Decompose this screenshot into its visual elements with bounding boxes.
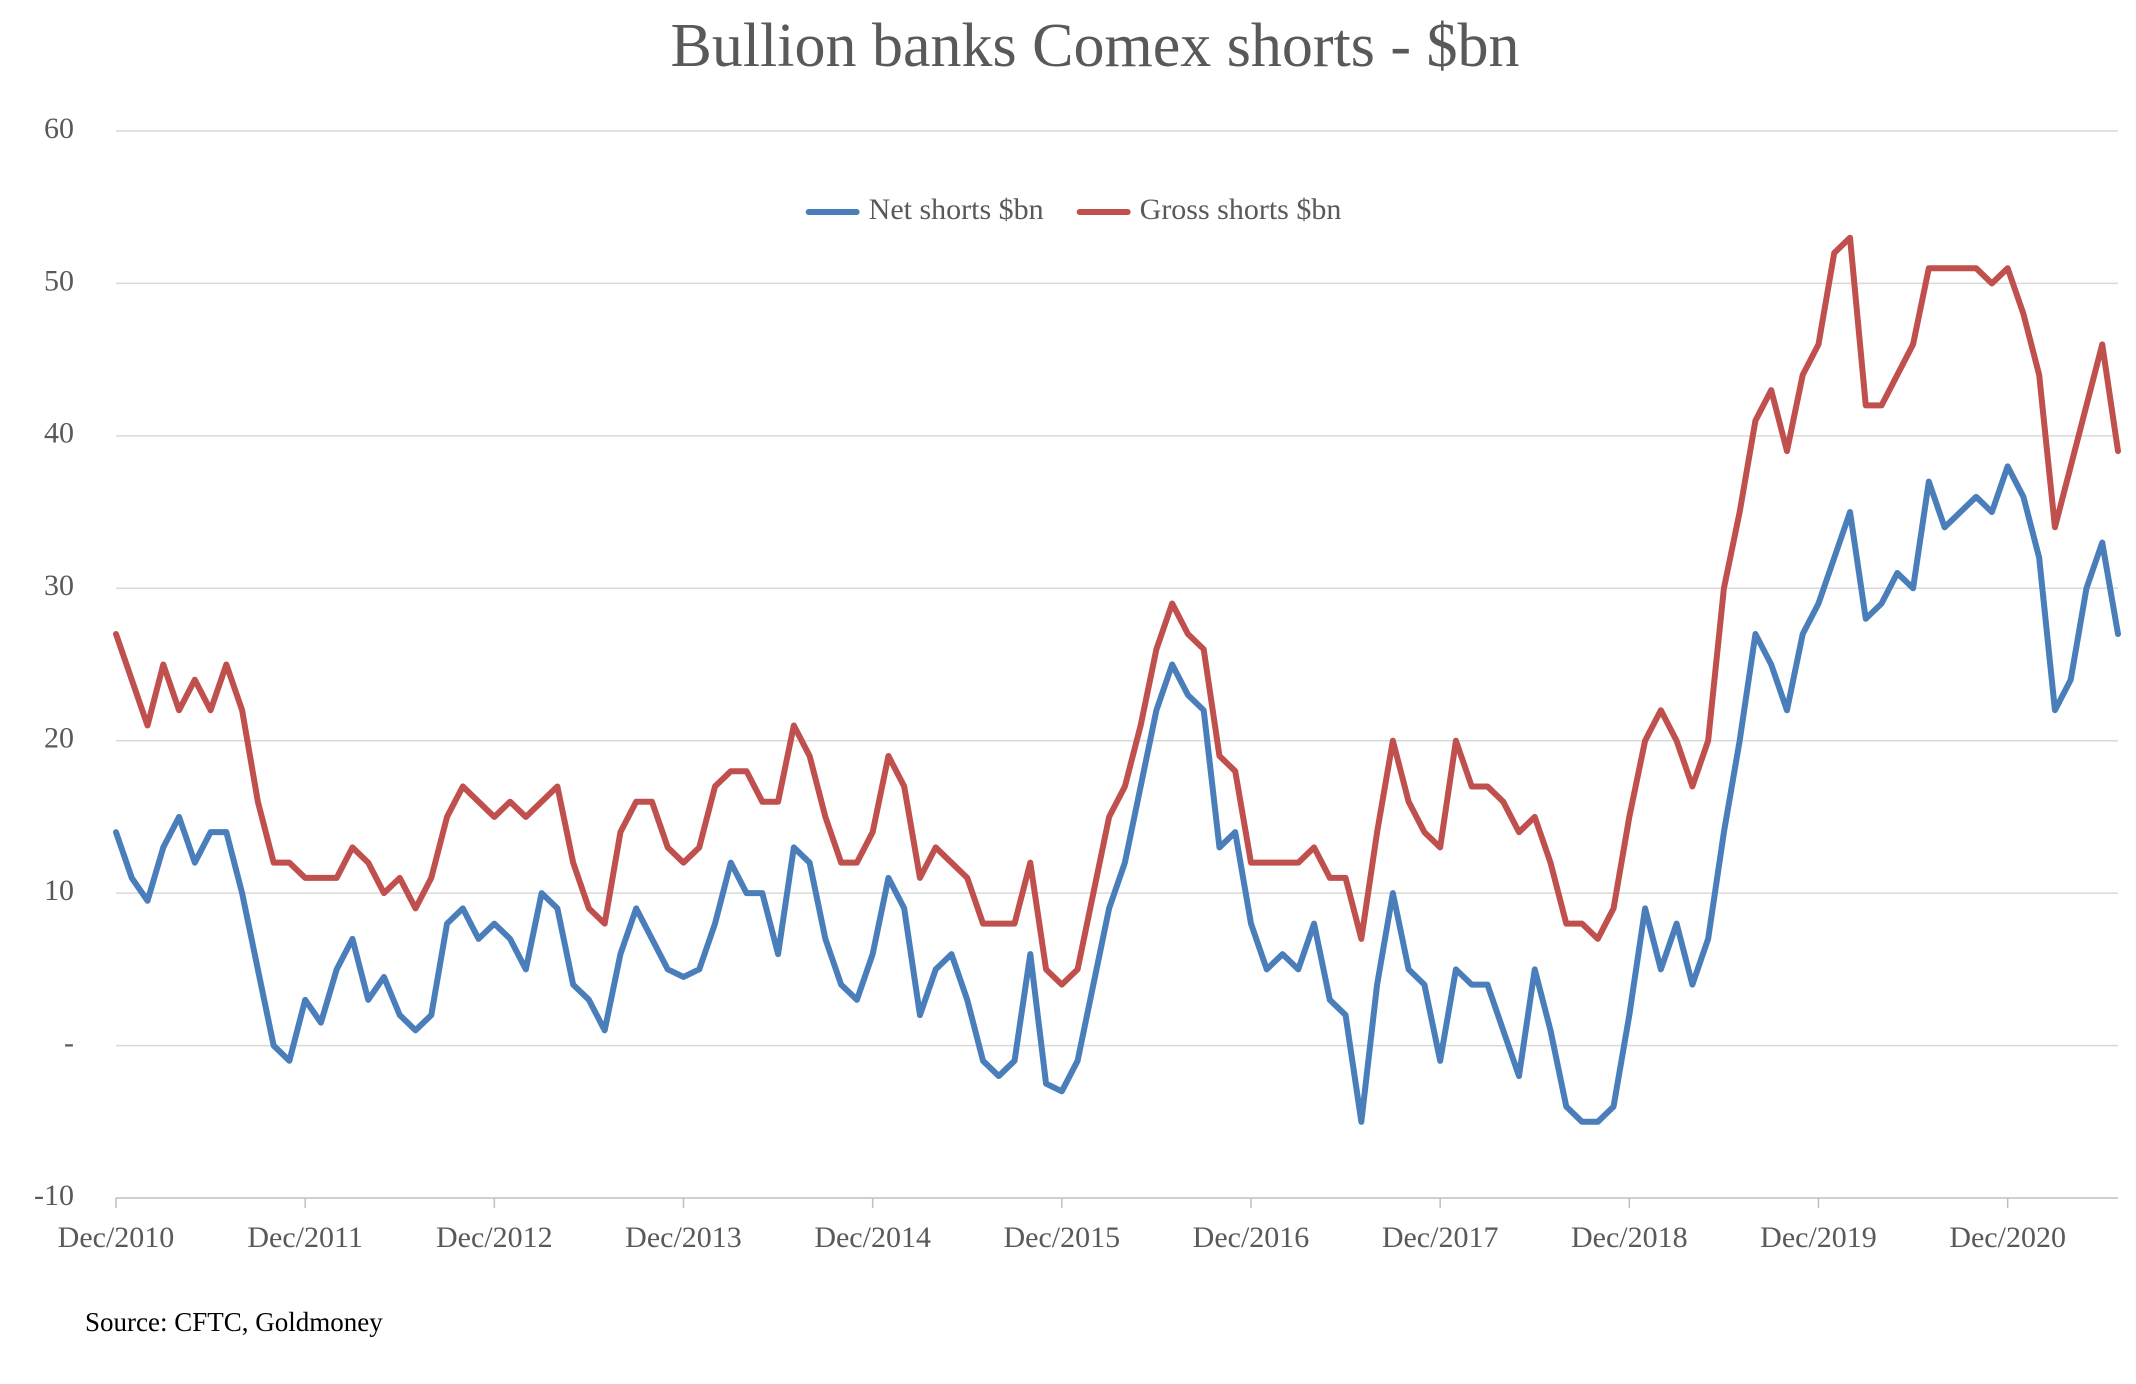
x-tick-label: Dec/2020 — [1949, 1221, 2066, 1254]
x-tick-label: Dec/2016 — [1193, 1221, 1310, 1254]
source-note: Source: CFTC, Goldmoney — [85, 1307, 383, 1337]
x-tick-label: Dec/2013 — [625, 1221, 742, 1254]
y-tick-label: 60 — [44, 112, 74, 145]
x-tick-label: Dec/2019 — [1760, 1221, 1877, 1254]
chart-title: Bullion banks Comex shorts - $bn — [670, 12, 1519, 80]
series-line — [113, 234, 2121, 988]
x-tick-label: Dec/2017 — [1382, 1221, 1499, 1254]
y-tick-label: 20 — [44, 722, 74, 755]
x-tick-label: Dec/2012 — [436, 1221, 553, 1254]
x-tick-label: Dec/2018 — [1571, 1221, 1688, 1254]
x-tick-label: Dec/2014 — [814, 1221, 931, 1254]
x-tick-label: Dec/2015 — [1004, 1221, 1121, 1254]
y-tick-label: - — [64, 1026, 74, 1059]
x-tick-label: Dec/2010 — [58, 1221, 175, 1254]
legend-label: Net shorts $bn — [869, 193, 1044, 226]
y-tick-label: 50 — [44, 264, 74, 297]
series-line — [113, 463, 2121, 1125]
x-tick-label: Dec/2011 — [247, 1221, 363, 1254]
legend-label: Gross shorts $bn — [1140, 193, 1342, 226]
y-tick-label: 10 — [44, 874, 74, 907]
y-tick-label: 40 — [44, 417, 74, 450]
y-tick-label: 30 — [44, 569, 74, 602]
y-tick-label: -10 — [34, 1179, 74, 1212]
